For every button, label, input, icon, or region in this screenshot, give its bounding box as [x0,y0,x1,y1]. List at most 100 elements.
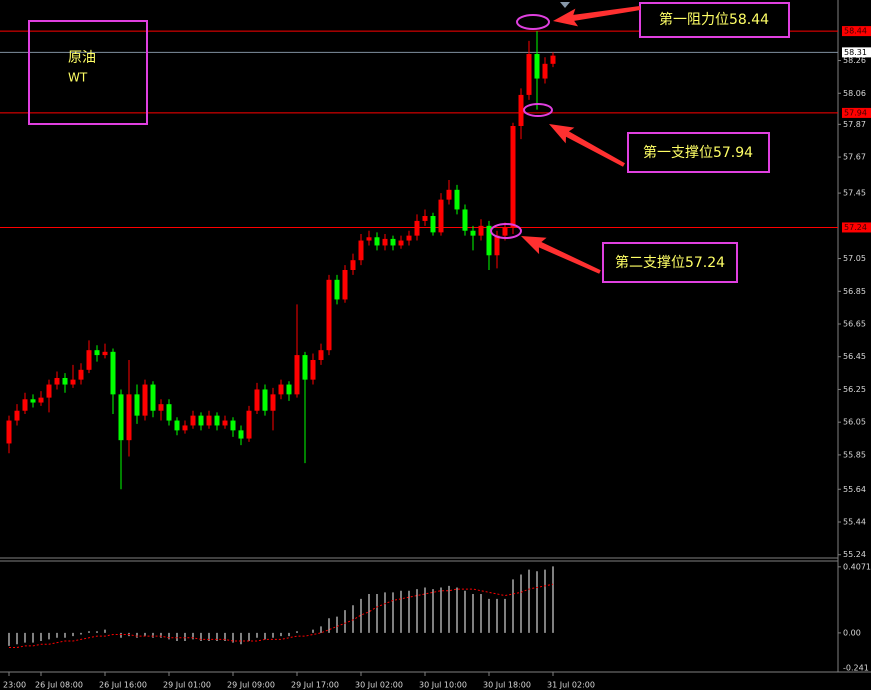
symbol-box [28,20,148,125]
candle-body [206,415,212,426]
annotation-arrow [553,6,641,27]
candle-body [350,260,356,270]
candle-body [6,420,12,444]
candle-body [382,238,388,246]
candle-body [14,410,20,421]
candle-body [534,54,540,79]
candle-body [62,378,68,385]
candle-body [150,384,156,411]
note-box [639,2,790,38]
candle-body [454,189,460,210]
candle-body [270,394,276,411]
candle-body [310,360,316,380]
candle-body [430,216,436,233]
y-tick-label: 55.24 [843,550,866,559]
candle-body [126,394,132,441]
candle-body [158,404,164,411]
highlight-ellipse [523,103,553,117]
candle-body [318,350,324,360]
candle-body [358,240,364,261]
level-label: 58.44 [844,27,867,36]
candle-body [494,235,500,256]
candle-body [406,235,412,241]
candle-body [542,63,548,79]
candle-body [390,238,396,246]
plot: 58.26 58.06 57.87 57.67 57.45 57.05 56.85 56.65… [0,26,871,690]
candle-body [470,230,476,236]
candle-body [94,350,100,356]
candle-body [246,410,252,439]
y-tick-label: 57.87 [843,120,866,129]
y-tick-label: 57.05 [843,254,866,263]
y-tick-label: 55.44 [843,518,866,527]
x-tick-label: 30 Jul 02:00 [355,681,403,690]
level-label-box [842,222,871,233]
candle-body [110,351,116,395]
indicator-y-tick-label: -0.241 [843,664,869,673]
candle-body [238,430,244,439]
candle-body [102,351,108,356]
annotation-arrow [549,124,625,167]
y-tick-label: 55.85 [843,450,866,459]
candle-body [174,420,180,431]
candle-body [46,384,52,398]
candle-body [502,227,508,236]
highlight-ellipse [490,223,522,239]
y-tick-label: 57.45 [843,189,866,198]
indicator-y-tick-label: 0.00 [843,628,861,637]
candle-body [38,397,44,403]
level-label-box [842,26,871,37]
candle-body [438,199,444,233]
x-tick-label: 26 Jul 08:00 [35,681,83,690]
indicator-y-tick-label: 0.4071 [843,562,871,571]
candle-body [70,379,76,385]
candle-body [478,225,484,236]
note-text: 第一阻力位58.44 [659,11,769,28]
candle-body [342,270,348,300]
level-label: 57.24 [844,223,867,232]
highlight-ellipse [516,14,550,30]
y-tick-label: 58.06 [843,89,866,98]
candle-body [214,415,220,426]
x-tick-label: 30 Jul 10:00 [419,681,467,690]
y-tick-label: 55.64 [843,485,866,494]
annotation-arrow [521,236,601,274]
symbol-code: WT [68,71,88,85]
candle-body [182,425,188,431]
candle-body [294,355,300,395]
level-label-box [842,107,871,118]
candle-body [286,384,292,395]
current-price-label: 58.31 [844,48,867,57]
candle-body [134,394,140,416]
note-text: 第一支撑位57.94 [643,144,753,161]
x-tick-label: 29 Jul 09:00 [227,681,275,690]
y-tick-label: 56.05 [843,418,866,427]
x-tick-label: 29 Jul 01:00 [163,681,211,690]
note-text: 第二支撑位57.24 [615,254,725,271]
y-tick-label: 56.85 [843,287,866,296]
x-tick-label: 23:00 [3,681,26,690]
candle-body [510,126,516,228]
candle-body [414,220,420,236]
candle-body [198,415,204,426]
candle-body [518,94,524,126]
candle-body [334,279,340,300]
level-label: 57.94 [844,108,867,117]
symbol-name: 原油 [68,50,96,66]
candle-body [366,237,372,241]
x-tick-label: 31 Jul 02:00 [547,681,595,690]
candle-body [526,54,532,95]
candle-body [54,378,60,385]
candle-body [142,384,148,416]
candle-body [374,237,380,246]
candle-body [22,399,28,411]
candle-body [278,384,284,395]
candle-body [326,279,332,351]
candle-body [118,394,124,441]
candle-body [190,415,196,426]
candle-body [230,420,236,431]
note-box [602,242,738,283]
shift-marker [560,2,570,8]
